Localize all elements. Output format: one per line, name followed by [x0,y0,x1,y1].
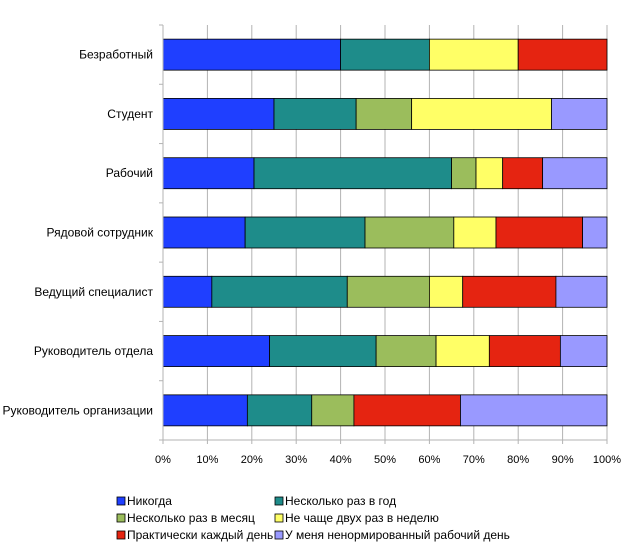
bar-segment [551,98,608,130]
bar-segment [311,394,355,427]
bar-segment [211,275,348,308]
category-label: Руководитель организации [2,403,153,417]
bar-segment [502,157,544,190]
legend-label: У меня ненормированный рабочий день [285,528,510,542]
bar-segment [475,157,504,190]
bar-segment [462,275,557,308]
bar-segment [340,38,430,71]
x-tick-label: 80% [507,454,529,466]
legend-label: Несколько раз в год [285,494,396,508]
bar-segment [375,335,437,367]
legend-label: Практически каждый день [127,528,273,542]
bar-segment [162,157,255,190]
category-label: Безработный [79,48,153,62]
x-tick-label: 30% [285,454,307,466]
bar-segment [353,394,461,427]
legend-swatch [116,513,126,523]
legend-swatch [116,530,126,540]
x-tick-label: 70% [463,454,485,466]
category-label: Студент [107,107,153,121]
bar-segment [244,216,366,249]
axis-layer: 0% 10% 20% 30% 40% 50% 60% 70% 80% 90% 100% Безрабо… [2,24,621,466]
bar-segment [411,98,552,130]
bar-segment [451,157,477,190]
bar-segment [346,275,430,308]
bar-segment [555,275,608,308]
legend-label: Несколько раз в месяц [127,511,255,525]
legend-label: Никогда [127,494,172,508]
bar-segment [435,335,490,367]
x-tick-label: 90% [552,454,574,466]
bar-segment [453,216,497,249]
bar-segment [162,216,246,249]
bar-segment [273,98,357,130]
bar-segment [162,98,275,130]
x-tick-label: 0% [155,454,171,466]
x-tick-label: 100% [593,454,621,466]
legend-swatch [274,530,284,540]
category-label: Ведущий специалист [34,285,153,299]
category-label: Руководитель отдела [34,344,153,358]
bar-segment [582,216,608,249]
category-label: Рядовой сотрудник [47,226,154,240]
bar-segment [559,335,608,367]
bar-segment [246,394,313,427]
bar-segment [428,38,519,71]
bar-segment [488,335,561,367]
bars-layer [162,38,608,427]
legend-swatch [274,513,284,523]
bar-segment [460,394,608,427]
x-tick-label: 20% [241,454,263,466]
bar-segment [495,216,583,249]
bar-segment [364,216,455,249]
x-tick-label: 40% [330,454,352,466]
bar-segment [517,38,608,71]
x-tick-label: 10% [196,454,218,466]
x-tick-label: 60% [418,454,440,466]
bar-segment [162,335,270,367]
bar-segment [253,157,453,190]
bar-segment [355,98,413,130]
legend: Никогда Несколько раз в год Несколько раз … [116,494,510,542]
bar-segment [542,157,608,190]
bar-segment [162,275,213,308]
legend-swatch [116,496,126,506]
legend-swatch [274,496,284,506]
x-tick-label: 50% [374,454,396,466]
bar-segment [162,394,248,427]
bar-segment [428,275,464,308]
category-label: Рабочий [106,166,153,180]
legend-label: Не чаще двух раз в неделю [285,511,439,525]
bar-segment [162,38,342,71]
bar-segment [269,335,377,367]
